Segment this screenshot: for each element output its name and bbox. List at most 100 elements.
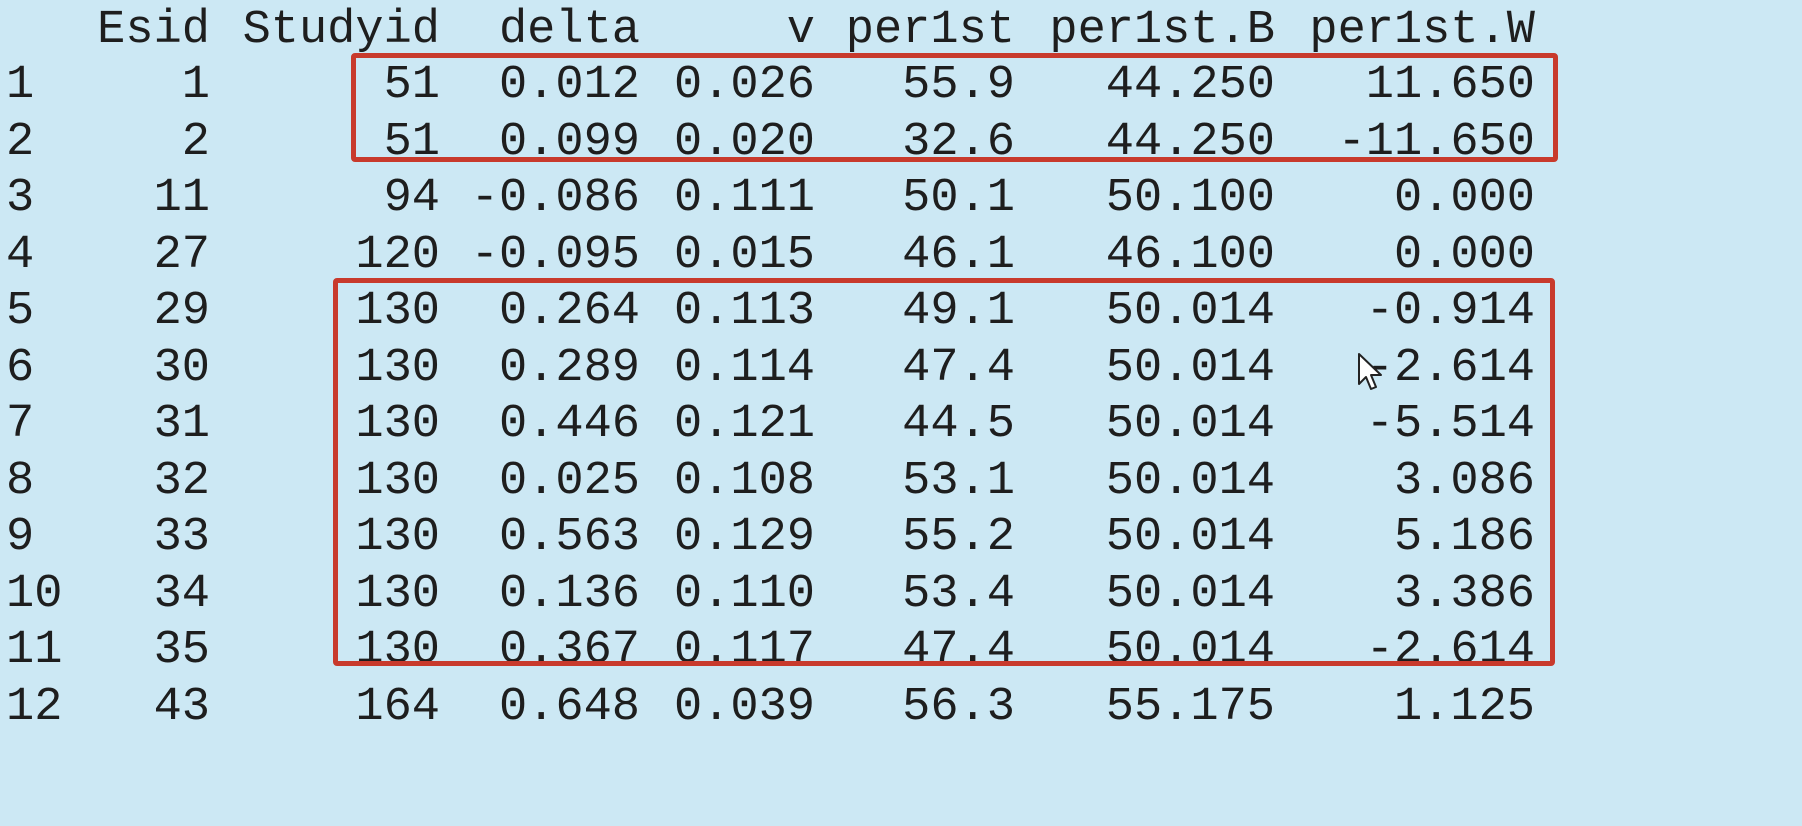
cell-per1st-b: 50.014 (1105, 511, 1275, 564)
row-number: 9 (6, 511, 35, 564)
row-number: 11 (6, 624, 63, 677)
cell-delta: 0.367 (498, 624, 640, 677)
cell-per1st: 47.4 (902, 342, 1015, 395)
table-row: 6 30 130 0.289 0.114 47.4 50.014 -2.614 (0, 338, 1802, 400)
cell-per1st-w: 1.125 (1393, 681, 1535, 734)
table-row: 10 34 130 0.136 0.110 53.4 50.014 3.386 (0, 564, 1802, 626)
cell-delta: 0.446 (498, 398, 640, 451)
table-row: 3 11 94 -0.086 0.111 50.1 50.100 0.000 (0, 168, 1802, 230)
cell-delta: 0.136 (498, 568, 640, 621)
cell-per1st-b: 50.014 (1105, 624, 1275, 677)
cell-esid: 34 (153, 568, 210, 621)
row-number: 6 (6, 342, 35, 395)
cell-per1st-b: 50.100 (1105, 172, 1275, 225)
table-row: 11 35 130 0.367 0.117 47.4 50.014 -2.614 (0, 620, 1802, 682)
cell-v: 0.111 (673, 172, 815, 225)
cell-esid: 29 (153, 285, 210, 338)
cell-delta: -0.086 (470, 172, 640, 225)
cell-esid: 27 (153, 229, 210, 282)
cell-per1st: 55.9 (902, 59, 1015, 112)
header-delta: delta (498, 4, 640, 57)
cell-v: 0.129 (673, 511, 815, 564)
cell-v: 0.026 (673, 59, 815, 112)
cell-delta: 0.563 (498, 511, 640, 564)
row-number: 7 (6, 398, 35, 451)
cell-studyid: 130 (355, 285, 440, 338)
row-number: 1 (6, 59, 35, 112)
cell-esid: 30 (153, 342, 210, 395)
table-row: 12 43 164 0.648 0.039 56.3 55.175 1.125 (0, 677, 1802, 739)
header-per1st-b: per1st.B (1049, 4, 1275, 57)
arrow-cursor-icon (1358, 353, 1382, 390)
cell-v: 0.114 (673, 342, 815, 395)
cell-per1st-b: 50.014 (1105, 455, 1275, 508)
cell-per1st-w: 11.650 (1365, 59, 1535, 112)
cell-studyid: 130 (355, 624, 440, 677)
cell-per1st-w: -2.614 (1365, 342, 1535, 395)
cell-per1st: 55.2 (902, 511, 1015, 564)
header-rowname (6, 0, 66, 62)
cell-delta: 0.289 (498, 342, 640, 395)
cell-per1st-w: 5.186 (1393, 511, 1535, 564)
table-row: 4 27 120 -0.095 0.015 46.1 46.100 0.000 (0, 225, 1802, 287)
cell-v: 0.039 (673, 681, 815, 734)
row-number: 4 (6, 229, 35, 282)
cell-v: 0.121 (673, 398, 815, 451)
cell-per1st-w: -2.614 (1365, 624, 1535, 677)
cell-studyid: 130 (355, 398, 440, 451)
cell-per1st-w: 0.000 (1393, 229, 1535, 282)
table-row: 7 31 130 0.446 0.121 44.5 50.014 -5.514 (0, 394, 1802, 456)
header-per1st: per1st (845, 4, 1015, 57)
table-row: 2 2 51 0.099 0.020 32.6 44.250 -11.650 (0, 112, 1802, 174)
row-number: 2 (6, 116, 35, 169)
cell-delta: 0.012 (498, 59, 640, 112)
cell-per1st-w: 3.386 (1393, 568, 1535, 621)
cell-esid: 1 (181, 59, 210, 112)
cell-esid: 2 (181, 116, 210, 169)
header-studyid: Studyid (242, 4, 440, 57)
cell-per1st-b: 44.250 (1105, 59, 1275, 112)
cell-per1st: 53.1 (902, 455, 1015, 508)
cell-delta: 0.025 (498, 455, 640, 508)
cell-esid: 43 (153, 681, 210, 734)
cell-per1st-b: 50.014 (1105, 342, 1275, 395)
table-row: 5 29 130 0.264 0.113 49.1 50.014 -0.914 (0, 281, 1802, 343)
row-number: 10 (6, 568, 63, 621)
cell-studyid: 130 (355, 455, 440, 508)
cell-per1st-w: -5.514 (1365, 398, 1535, 451)
cell-per1st-b: 50.014 (1105, 285, 1275, 338)
cell-per1st: 46.1 (902, 229, 1015, 282)
cell-studyid: 51 (383, 59, 440, 112)
cell-delta: -0.095 (470, 229, 640, 282)
table-row: 1 1 51 0.012 0.026 55.9 44.250 11.650 (0, 55, 1802, 117)
cell-studyid: 94 (383, 172, 440, 225)
cell-per1st: 44.5 (902, 398, 1015, 451)
cell-per1st-b: 50.014 (1105, 568, 1275, 621)
cell-delta: 0.648 (498, 681, 640, 734)
table-row: 8 32 130 0.025 0.108 53.1 50.014 3.086 (0, 451, 1802, 513)
cell-v: 0.110 (673, 568, 815, 621)
cell-delta: 0.264 (498, 285, 640, 338)
cell-studyid: 130 (355, 568, 440, 621)
cell-per1st: 56.3 (902, 681, 1015, 734)
cell-per1st: 53.4 (902, 568, 1015, 621)
cell-esid: 11 (153, 172, 210, 225)
row-number: 3 (6, 172, 35, 225)
cell-v: 0.113 (673, 285, 815, 338)
cell-per1st: 50.1 (902, 172, 1015, 225)
cell-v: 0.117 (673, 624, 815, 677)
cell-per1st-b: 50.014 (1105, 398, 1275, 451)
cell-per1st-b: 55.175 (1105, 681, 1275, 734)
cell-esid: 32 (153, 455, 210, 508)
cell-esid: 31 (153, 398, 210, 451)
cell-v: 0.108 (673, 455, 815, 508)
row-number: 12 (6, 681, 63, 734)
cell-studyid: 120 (355, 229, 440, 282)
cell-per1st: 49.1 (902, 285, 1015, 338)
cell-esid: 35 (153, 624, 210, 677)
cell-studyid: 130 (355, 511, 440, 564)
header-esid: Esid (97, 4, 210, 57)
cell-per1st-w: 0.000 (1393, 172, 1535, 225)
cell-esid: 33 (153, 511, 210, 564)
